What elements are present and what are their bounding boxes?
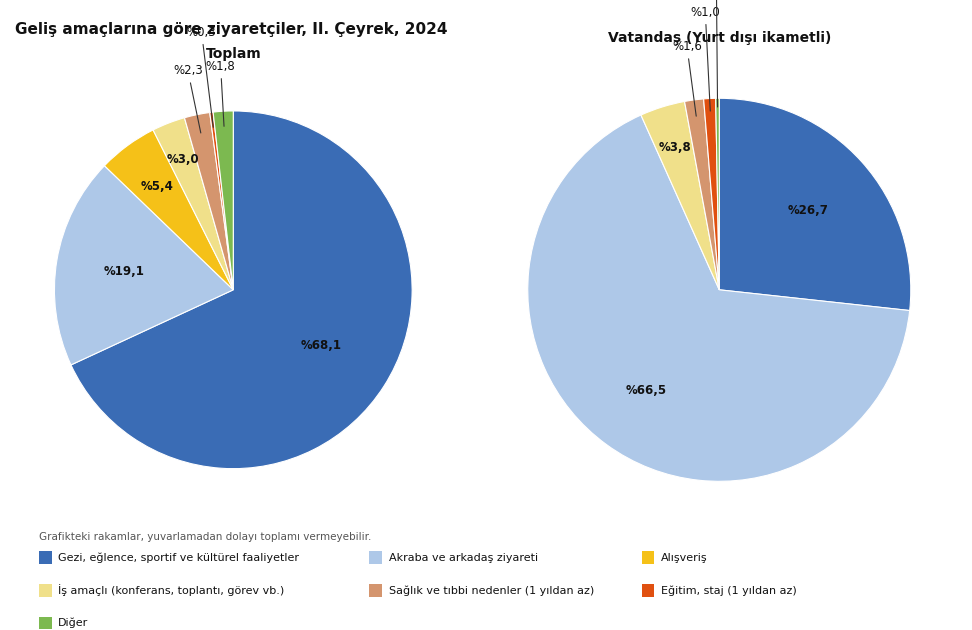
Text: %3,0: %3,0 <box>166 153 199 166</box>
Wedge shape <box>210 112 233 290</box>
Wedge shape <box>54 166 233 365</box>
Text: Grafikteki rakamlar, yuvarlamadan dolayı toplamı vermeyebilir.: Grafikteki rakamlar, yuvarlamadan dolayı… <box>39 532 371 542</box>
Text: %26,7: %26,7 <box>787 204 828 217</box>
Text: %66,5: %66,5 <box>625 384 667 397</box>
Title: Toplam: Toplam <box>205 47 261 61</box>
Text: %0,3: %0,3 <box>187 26 217 127</box>
Wedge shape <box>641 101 719 290</box>
Wedge shape <box>715 98 719 290</box>
Text: Sağlık ve tıbbi nedenler (1 yıldan az): Sağlık ve tıbbi nedenler (1 yıldan az) <box>389 585 594 595</box>
Text: İş amaçlı (konferans, toplantı, görev vb.): İş amaçlı (konferans, toplantı, görev vb… <box>58 585 285 596</box>
Text: %3,8: %3,8 <box>658 140 691 154</box>
Text: Alışveriş: Alışveriş <box>661 553 708 563</box>
Wedge shape <box>153 118 233 290</box>
Wedge shape <box>185 113 233 290</box>
Wedge shape <box>71 111 412 469</box>
Text: %2,3: %2,3 <box>173 64 203 133</box>
Wedge shape <box>104 130 233 290</box>
Text: %1,6: %1,6 <box>672 40 702 116</box>
Wedge shape <box>528 115 910 481</box>
Text: %5,4: %5,4 <box>141 180 173 193</box>
Text: Gezi, eğlence, sportif ve kültürel faaliyetler: Gezi, eğlence, sportif ve kültürel faali… <box>58 553 299 563</box>
Text: %1,8: %1,8 <box>206 60 235 127</box>
Text: %0,3: %0,3 <box>702 0 731 107</box>
Text: Akraba ve arkadaş ziyareti: Akraba ve arkadaş ziyareti <box>389 553 538 563</box>
Title: Vatandaş (Yurt dışı ikametli): Vatandaş (Yurt dışı ikametli) <box>608 31 831 45</box>
Wedge shape <box>704 98 719 290</box>
Text: %19,1: %19,1 <box>103 265 145 278</box>
Wedge shape <box>684 99 719 290</box>
Text: %1,0: %1,0 <box>690 6 720 111</box>
Text: Eğitim, staj (1 yıldan az): Eğitim, staj (1 yıldan az) <box>661 585 797 595</box>
Text: Diğer: Diğer <box>58 618 88 628</box>
Wedge shape <box>719 98 911 311</box>
Text: %68,1: %68,1 <box>300 339 341 352</box>
Text: Geliş amaçlarına göre ziyaretçiler, II. Çeyrek, 2024: Geliş amaçlarına göre ziyaretçiler, II. … <box>15 22 447 37</box>
Wedge shape <box>213 111 233 290</box>
